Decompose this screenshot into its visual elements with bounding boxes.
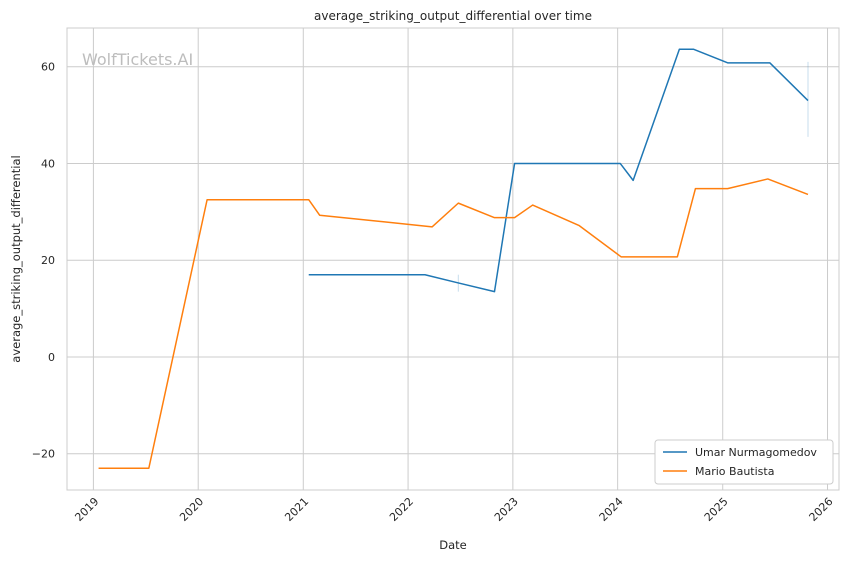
series-umar-nurmagomedov xyxy=(308,48,809,293)
y-tick-label: 40 xyxy=(41,157,55,170)
legend-label-mario-bautista: Mario Bautista xyxy=(695,465,774,478)
y-tick-label: 0 xyxy=(48,351,55,364)
plot-border xyxy=(66,27,840,491)
y-tick-label: 60 xyxy=(41,61,55,74)
legend: Umar Nurmagomedov Mario Bautista xyxy=(654,439,834,485)
series-line-umar-nurmagomedov xyxy=(308,48,809,293)
y-axis-title: average_striking_output_differential xyxy=(9,155,23,362)
series-lines xyxy=(98,48,809,469)
watermark-text: WolfTickets.AI xyxy=(82,50,193,69)
x-axis-title: Date xyxy=(439,538,467,552)
y-tick-label: −20 xyxy=(32,448,55,461)
plot-frame xyxy=(66,27,840,491)
y-axis-ticks: −20 0 20 40 60 xyxy=(32,61,55,461)
chart-title: average_striking_output_differential ove… xyxy=(314,9,592,23)
y-tick-label: 20 xyxy=(41,254,55,267)
legend-box xyxy=(654,439,834,485)
gridlines xyxy=(67,28,839,490)
legend-label-umar-nurmagomedov: Umar Nurmagomedov xyxy=(695,446,817,459)
series-mario-bautista xyxy=(98,178,809,469)
